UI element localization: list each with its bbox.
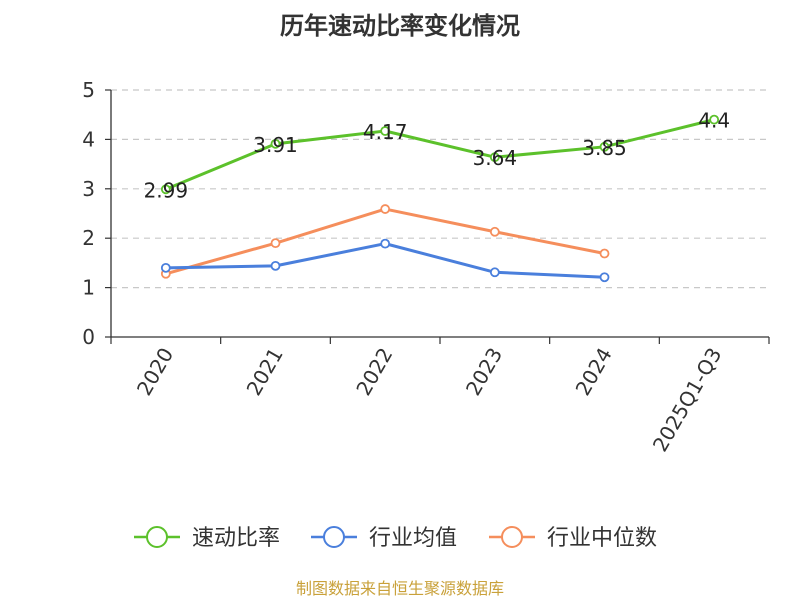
y-tick-label: 4 bbox=[82, 127, 95, 151]
data-point bbox=[380, 238, 391, 249]
data-point bbox=[599, 272, 610, 283]
data-point bbox=[380, 204, 391, 214]
y-tick-label: 3 bbox=[82, 177, 95, 201]
legend-item[interactable]: 行业中位数 bbox=[489, 526, 657, 551]
x-tick-label: 2020 bbox=[132, 344, 178, 400]
x-tick-label: 2025Q1-Q3 bbox=[648, 344, 727, 456]
data-point bbox=[160, 262, 171, 273]
legend-marker bbox=[146, 526, 168, 548]
data-label: 4.4 bbox=[698, 109, 730, 133]
data-point bbox=[489, 152, 500, 163]
legend-label: 行业中位数 bbox=[547, 526, 657, 551]
legend-label: 行业均值 bbox=[369, 526, 457, 551]
legend-item[interactable]: 行业均值 bbox=[311, 526, 457, 551]
legend-marker bbox=[501, 526, 523, 548]
y-tick-label: 0 bbox=[82, 325, 95, 349]
chart-title: 历年速动比率变化情况 bbox=[280, 12, 520, 40]
legend-item[interactable]: 速动比率 bbox=[134, 526, 280, 551]
series-line bbox=[165, 118, 715, 191]
data-point bbox=[270, 138, 281, 149]
data-label: 3.91 bbox=[253, 133, 298, 157]
data-point bbox=[709, 114, 720, 125]
data-point bbox=[489, 267, 500, 278]
x-tick-label: 2023 bbox=[461, 344, 507, 400]
data-point bbox=[270, 238, 281, 249]
legend-label: 速动比率 bbox=[192, 526, 280, 551]
series bbox=[160, 114, 720, 283]
x-tick-label: 2021 bbox=[242, 344, 288, 400]
data-point bbox=[599, 141, 610, 152]
data-label: 4.17 bbox=[363, 120, 408, 144]
data-label: 3.64 bbox=[473, 146, 518, 170]
legend-marker bbox=[323, 526, 345, 548]
source-note: 制图数据来自恒生聚源数据库 bbox=[296, 579, 504, 598]
y-tick-label: 2 bbox=[82, 226, 95, 250]
data-point bbox=[489, 226, 500, 237]
data-label: 2.99 bbox=[144, 178, 189, 202]
legend: 速动比率 行业均值 行业中位数 bbox=[134, 526, 657, 551]
data-point bbox=[599, 248, 610, 259]
y-tick-label: 5 bbox=[82, 78, 95, 102]
data-point bbox=[160, 184, 171, 195]
x-tick-label: 2024 bbox=[571, 344, 617, 400]
data-point bbox=[380, 126, 391, 136]
x-tick-label: 2022 bbox=[351, 344, 397, 400]
y-tick-label: 1 bbox=[82, 276, 95, 300]
data-point bbox=[270, 260, 281, 271]
data-labels: 2.99 3.91 4.17 3.64 3.85 4.4 bbox=[144, 109, 731, 203]
series-line bbox=[165, 242, 605, 279]
data-label: 3.85 bbox=[582, 136, 627, 160]
